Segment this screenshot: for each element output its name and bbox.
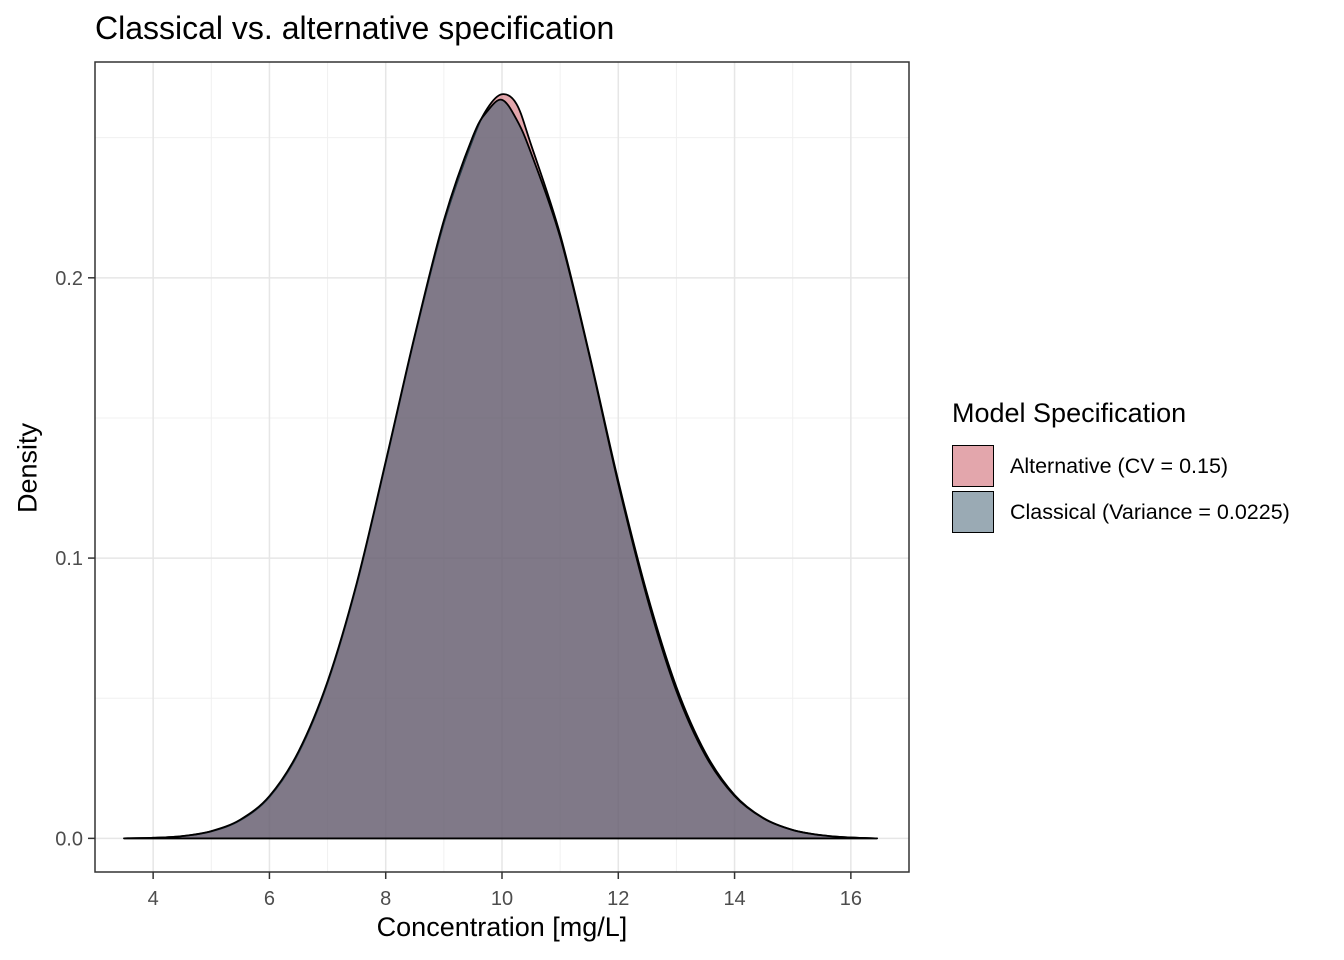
legend-key-alternative	[952, 445, 994, 487]
x-tick-label: 16	[840, 888, 862, 910]
x-tick-label: 4	[148, 888, 159, 910]
x-tick-label: 12	[607, 888, 629, 910]
y-tick-label: 0.0	[55, 828, 83, 850]
legend-label-classical: Classical (Variance = 0.0225)	[1010, 499, 1290, 524]
y-tick-label: 0.2	[55, 268, 83, 290]
density-area-classical	[123, 98, 878, 840]
density-areas	[123, 93, 878, 840]
axes: 4 6 8 10 12 14 16 0.0 0.1 0.2	[55, 268, 862, 910]
legend-item-classical: Classical (Variance = 0.0225)	[952, 489, 1332, 535]
legend-title: Model Specification	[952, 398, 1187, 428]
x-tick-label: 6	[264, 888, 275, 910]
x-tick-label: 10	[491, 888, 513, 910]
chart-title: Classical vs. alternative specification	[95, 10, 615, 46]
x-tick-label: 8	[380, 888, 391, 910]
legend-item-alternative: Alternative (CV = 0.15)	[952, 443, 1332, 489]
legend: Model Specification Alternative (CV = 0.…	[952, 398, 1332, 535]
legend-key-classical	[952, 491, 994, 533]
y-axis-label: Density	[12, 422, 43, 514]
legend-label-alternative: Alternative (CV = 0.15)	[1010, 453, 1229, 478]
x-tick-label: 14	[723, 888, 745, 910]
x-axis-label: Concentration [mg/L]	[376, 912, 628, 942]
y-tick-label: 0.1	[55, 548, 83, 570]
